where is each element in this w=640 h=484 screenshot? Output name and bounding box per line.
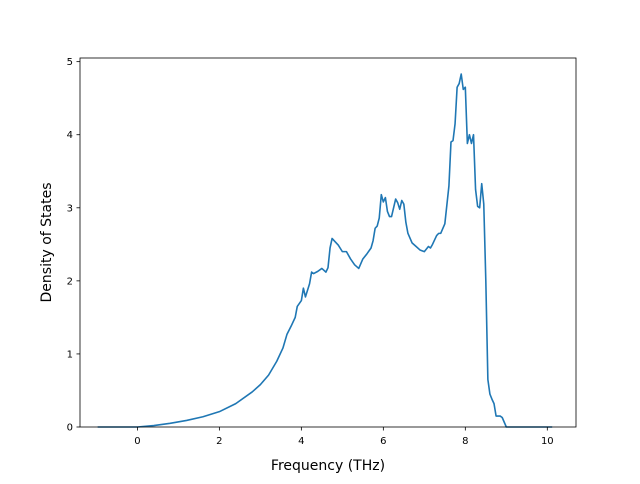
axes-frame [79, 57, 577, 428]
y-tick-label: 2 [67, 276, 73, 287]
x-tick-label: 10 [541, 436, 554, 447]
y-tick-label: 1 [67, 349, 73, 360]
y-tick-label: 3 [67, 203, 73, 214]
x-tick-label: 4 [298, 436, 304, 447]
x-axis-ticks: 0 2 4 6 8 10 [134, 427, 554, 447]
x-tick-label: 6 [380, 436, 386, 447]
y-tick-label: 0 [67, 423, 73, 434]
x-tick-label: 0 [134, 436, 140, 447]
dos-series-line [97, 73, 553, 428]
plot-area [97, 73, 553, 428]
y-axis-ticks: 0 1 2 3 4 5 [67, 57, 80, 434]
x-tick-label: 8 [462, 436, 468, 447]
y-tick-label: 5 [67, 57, 73, 68]
x-axis-label: Frequency (THz) [271, 458, 385, 474]
y-axis-label: Density of States [39, 183, 55, 303]
x-tick-label: 2 [216, 436, 222, 447]
y-tick-label: 4 [67, 130, 73, 141]
